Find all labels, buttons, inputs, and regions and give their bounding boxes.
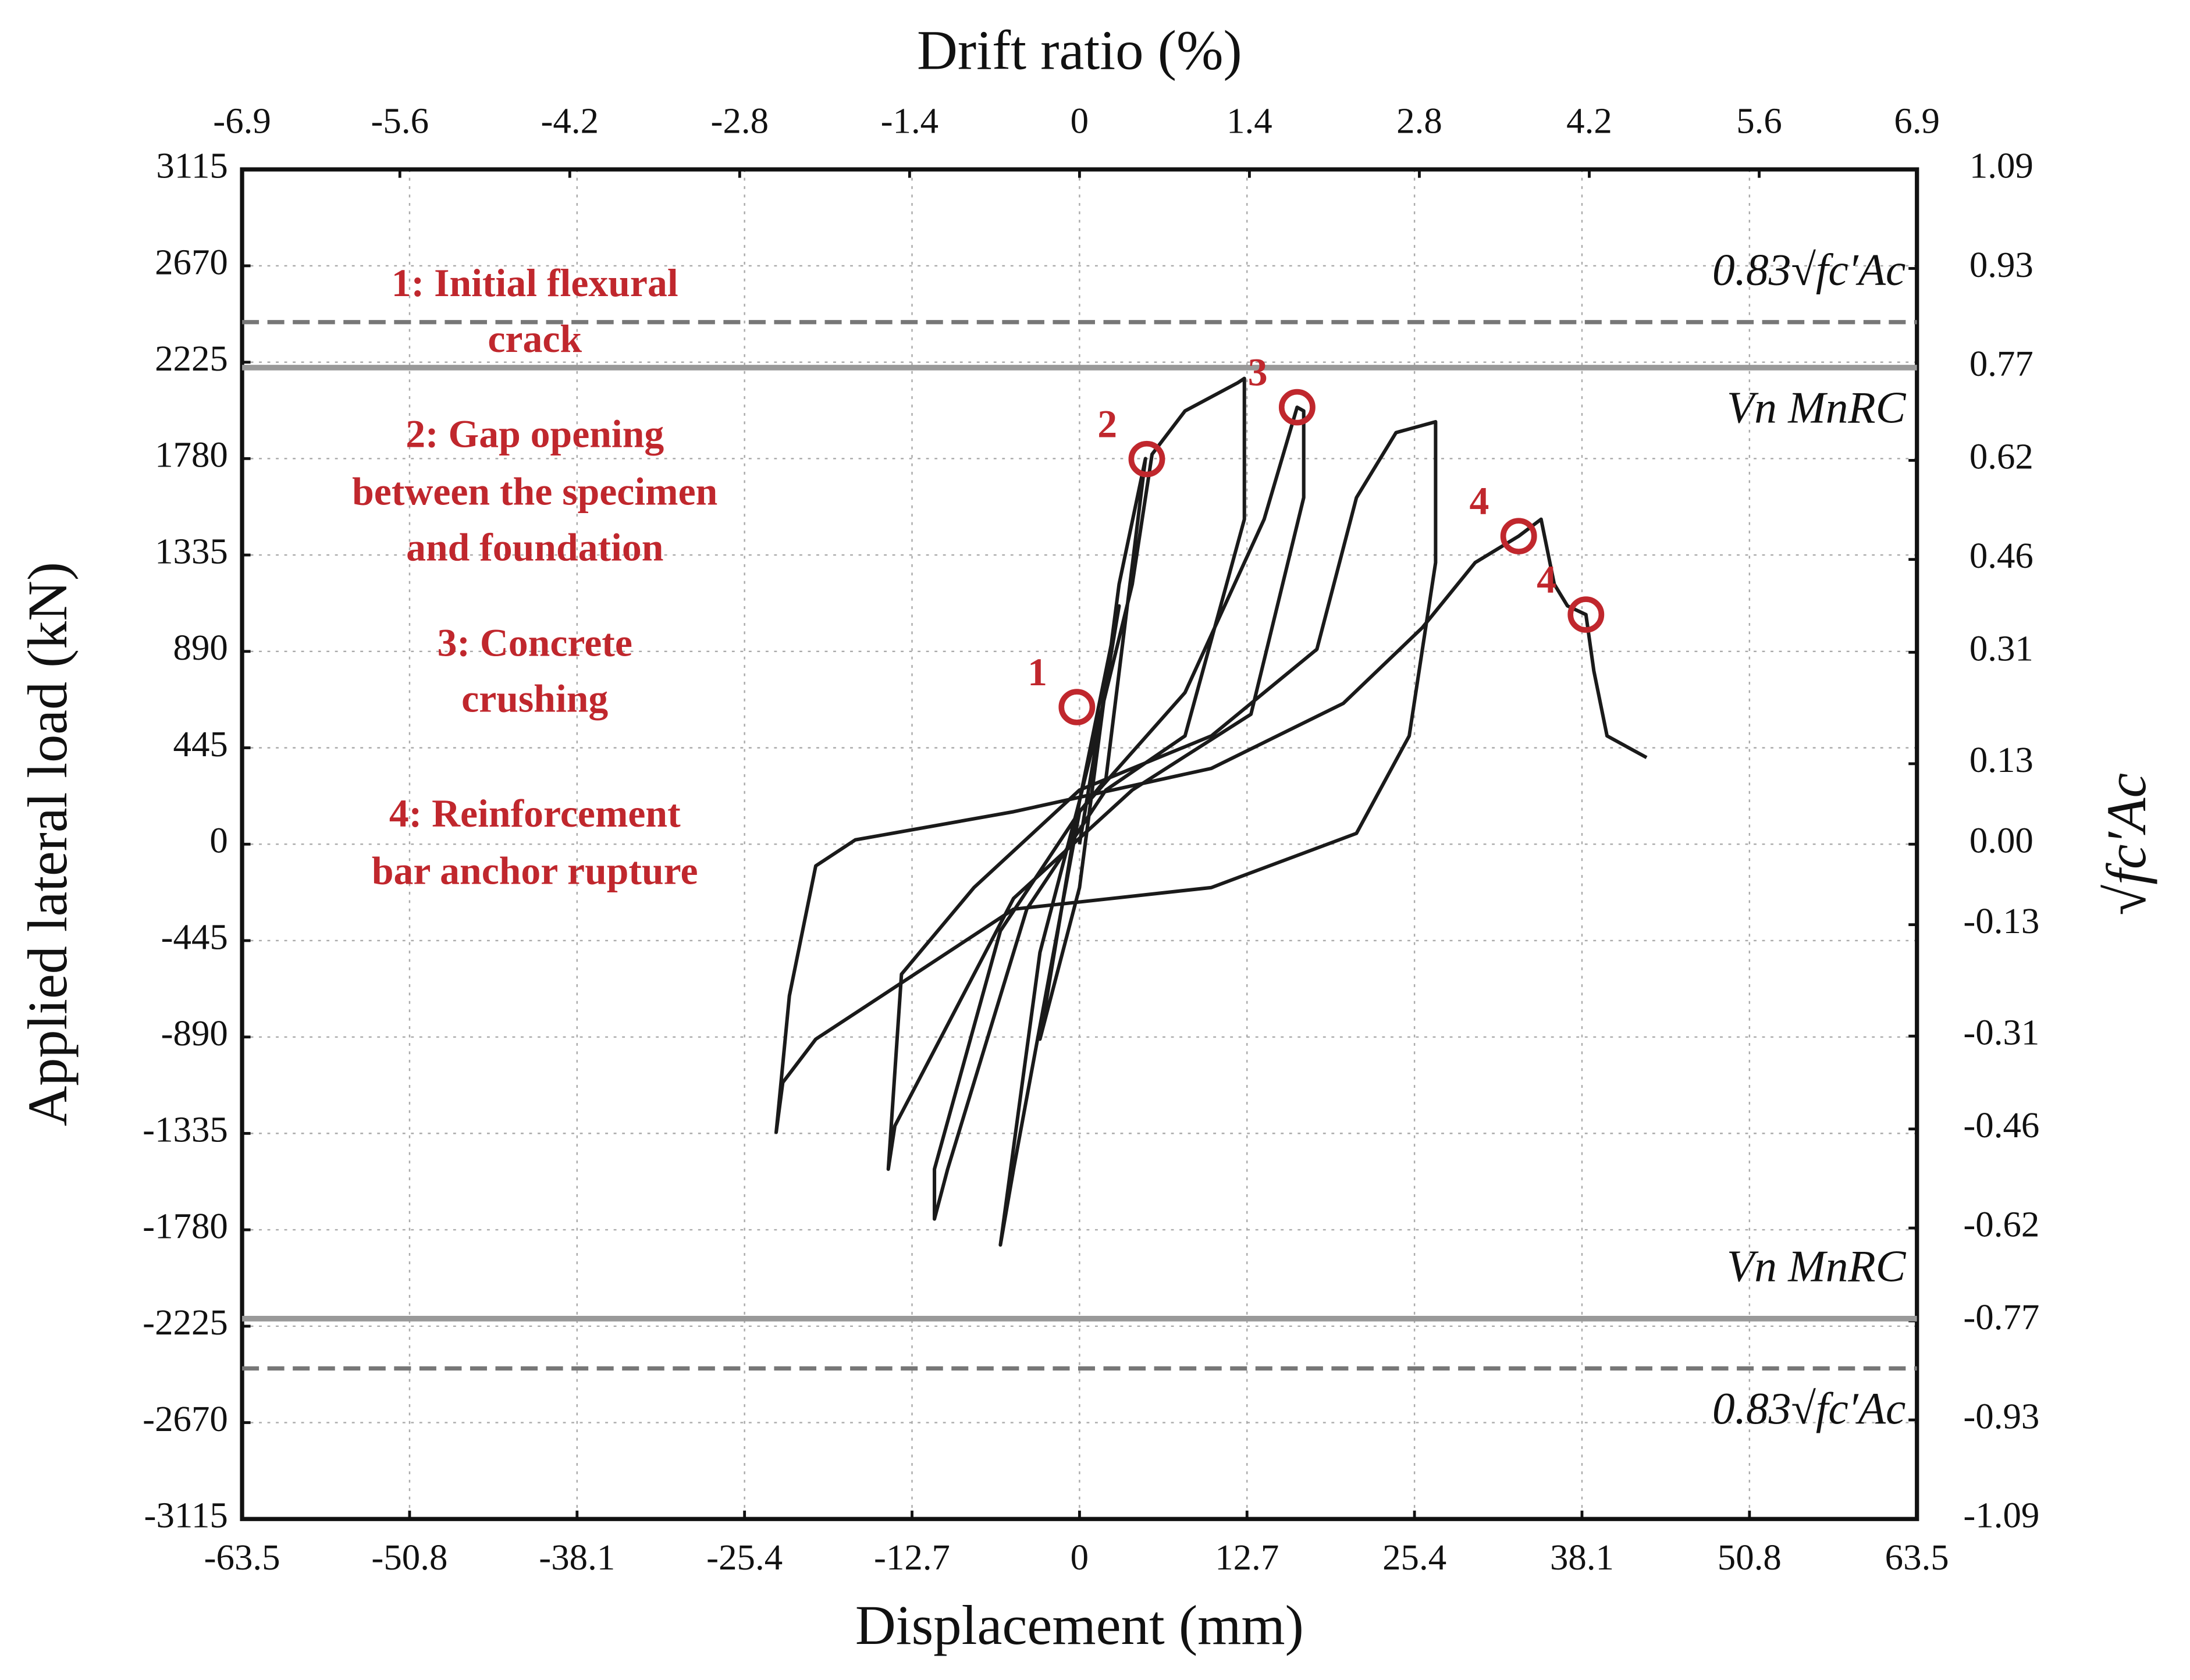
x2-axis-label: Drift ratio (%) — [917, 19, 1242, 81]
y2-tick-label: 0.13 — [1969, 739, 2033, 780]
y2-tick-label: 0.31 — [1969, 628, 2033, 669]
note-text: 1: Initial flexural — [392, 261, 678, 305]
x-tick-label: 63.5 — [1885, 1537, 1949, 1578]
x-tick-label: 50.8 — [1718, 1537, 1782, 1578]
y2-tick-label: 0.77 — [1969, 343, 2033, 384]
y-tick-label: 0 — [209, 820, 227, 861]
x-tick-label: -12.7 — [874, 1537, 950, 1578]
note-text: 3: Concrete — [438, 621, 632, 664]
note-text: crushing — [461, 677, 608, 721]
note-text: 2: Gap opening — [406, 412, 664, 456]
reference-label: Vn MnRC — [1727, 383, 1907, 433]
data-line — [774, 376, 1648, 1247]
y2-tick-label: -0.31 — [1963, 1012, 2039, 1053]
event-marker — [1058, 689, 1096, 725]
y-tick-label: -445 — [161, 916, 228, 957]
reference-label: Vn MnRC — [1727, 1241, 1907, 1291]
y-tick-label: -1780 — [143, 1206, 228, 1247]
event-label: 2 — [1097, 403, 1117, 446]
note-text: bar anchor rupture — [372, 849, 698, 893]
note-text: 4: Reinforcement — [389, 792, 681, 835]
y2-axis-label: √fc′Ac — [2095, 773, 2157, 916]
x2-tick-label: -2.8 — [711, 101, 769, 141]
y2-tick-label: 1.09 — [1969, 145, 2033, 186]
y-tick-label: 2670 — [155, 241, 228, 282]
x-tick-label: 25.4 — [1382, 1537, 1446, 1578]
y2-tick-label: 0.62 — [1969, 436, 2033, 477]
x2-tick-label: 6.9 — [1894, 101, 1940, 141]
reference-label: 0.83√fc′Ac — [1712, 1383, 1905, 1433]
y2-tick-label: -0.93 — [1963, 1396, 2039, 1436]
y-tick-label: 1335 — [155, 531, 228, 572]
plot-frame — [240, 167, 1919, 1521]
y-axis-label: Applied lateral load (kN) — [16, 562, 79, 1126]
y2-tick-label: -0.62 — [1963, 1204, 2039, 1245]
y-tick-label: -890 — [161, 1013, 228, 1053]
y2-tick-label: 0.00 — [1969, 820, 2033, 861]
event-label: 1 — [1028, 650, 1047, 694]
y-tick-label: -2225 — [143, 1302, 228, 1343]
y-tick-label: -1335 — [143, 1109, 228, 1150]
x2-tick-label: -4.2 — [541, 101, 599, 141]
event-marker — [1500, 518, 1537, 554]
note-text: between the specimen — [352, 470, 717, 514]
y-tick-label: 890 — [173, 627, 228, 668]
y2-tick-label: 0.93 — [1969, 244, 2033, 285]
y2-tick-label: -1.09 — [1963, 1495, 2039, 1536]
x2-tick-label: 5.6 — [1736, 101, 1782, 141]
reference-label: 0.83√fc′Ac — [1712, 245, 1905, 295]
x2-tick-label: 1.4 — [1226, 101, 1272, 141]
y2-tick-label: -0.13 — [1963, 900, 2039, 941]
event-label: 4 — [1537, 558, 1556, 601]
x-tick-label: -38.1 — [539, 1537, 615, 1578]
event-marker — [1567, 596, 1605, 633]
event-marker — [1278, 389, 1316, 426]
x-tick-label: 38.1 — [1550, 1537, 1614, 1578]
note-text: and foundation — [406, 526, 663, 570]
y-tick-label: -3115 — [144, 1495, 228, 1536]
y-tick-label: 3115 — [156, 145, 227, 186]
event-label: 4 — [1470, 479, 1489, 523]
x-tick-label: -63.5 — [204, 1537, 280, 1578]
x-tick-label: 12.7 — [1215, 1537, 1279, 1578]
event-marker — [1128, 440, 1165, 478]
y-tick-label: 1780 — [155, 435, 228, 475]
y-tick-label: -2670 — [143, 1398, 228, 1439]
y2-tick-label: 0.46 — [1969, 535, 2033, 576]
x2-tick-label: 0 — [1071, 101, 1089, 141]
y2-tick-label: -0.46 — [1963, 1105, 2039, 1145]
y-tick-label: 445 — [173, 724, 228, 764]
x2-tick-label: -6.9 — [213, 101, 271, 141]
event-label: 3 — [1248, 351, 1268, 394]
x-tick-label: -25.4 — [706, 1537, 783, 1578]
x-tick-label: -50.8 — [371, 1537, 447, 1578]
y2-tick-label: -0.77 — [1963, 1297, 2039, 1337]
note-text: crack — [488, 317, 582, 361]
y-tick-label: 2225 — [155, 338, 228, 379]
x2-tick-label: -1.4 — [881, 101, 939, 141]
x-axis-label: Displacement (mm) — [855, 1594, 1304, 1656]
x-tick-label: 0 — [1071, 1537, 1089, 1578]
x2-tick-label: 4.2 — [1566, 101, 1612, 141]
x2-tick-label: 2.8 — [1396, 101, 1442, 141]
x2-tick-label: -5.6 — [371, 101, 429, 141]
